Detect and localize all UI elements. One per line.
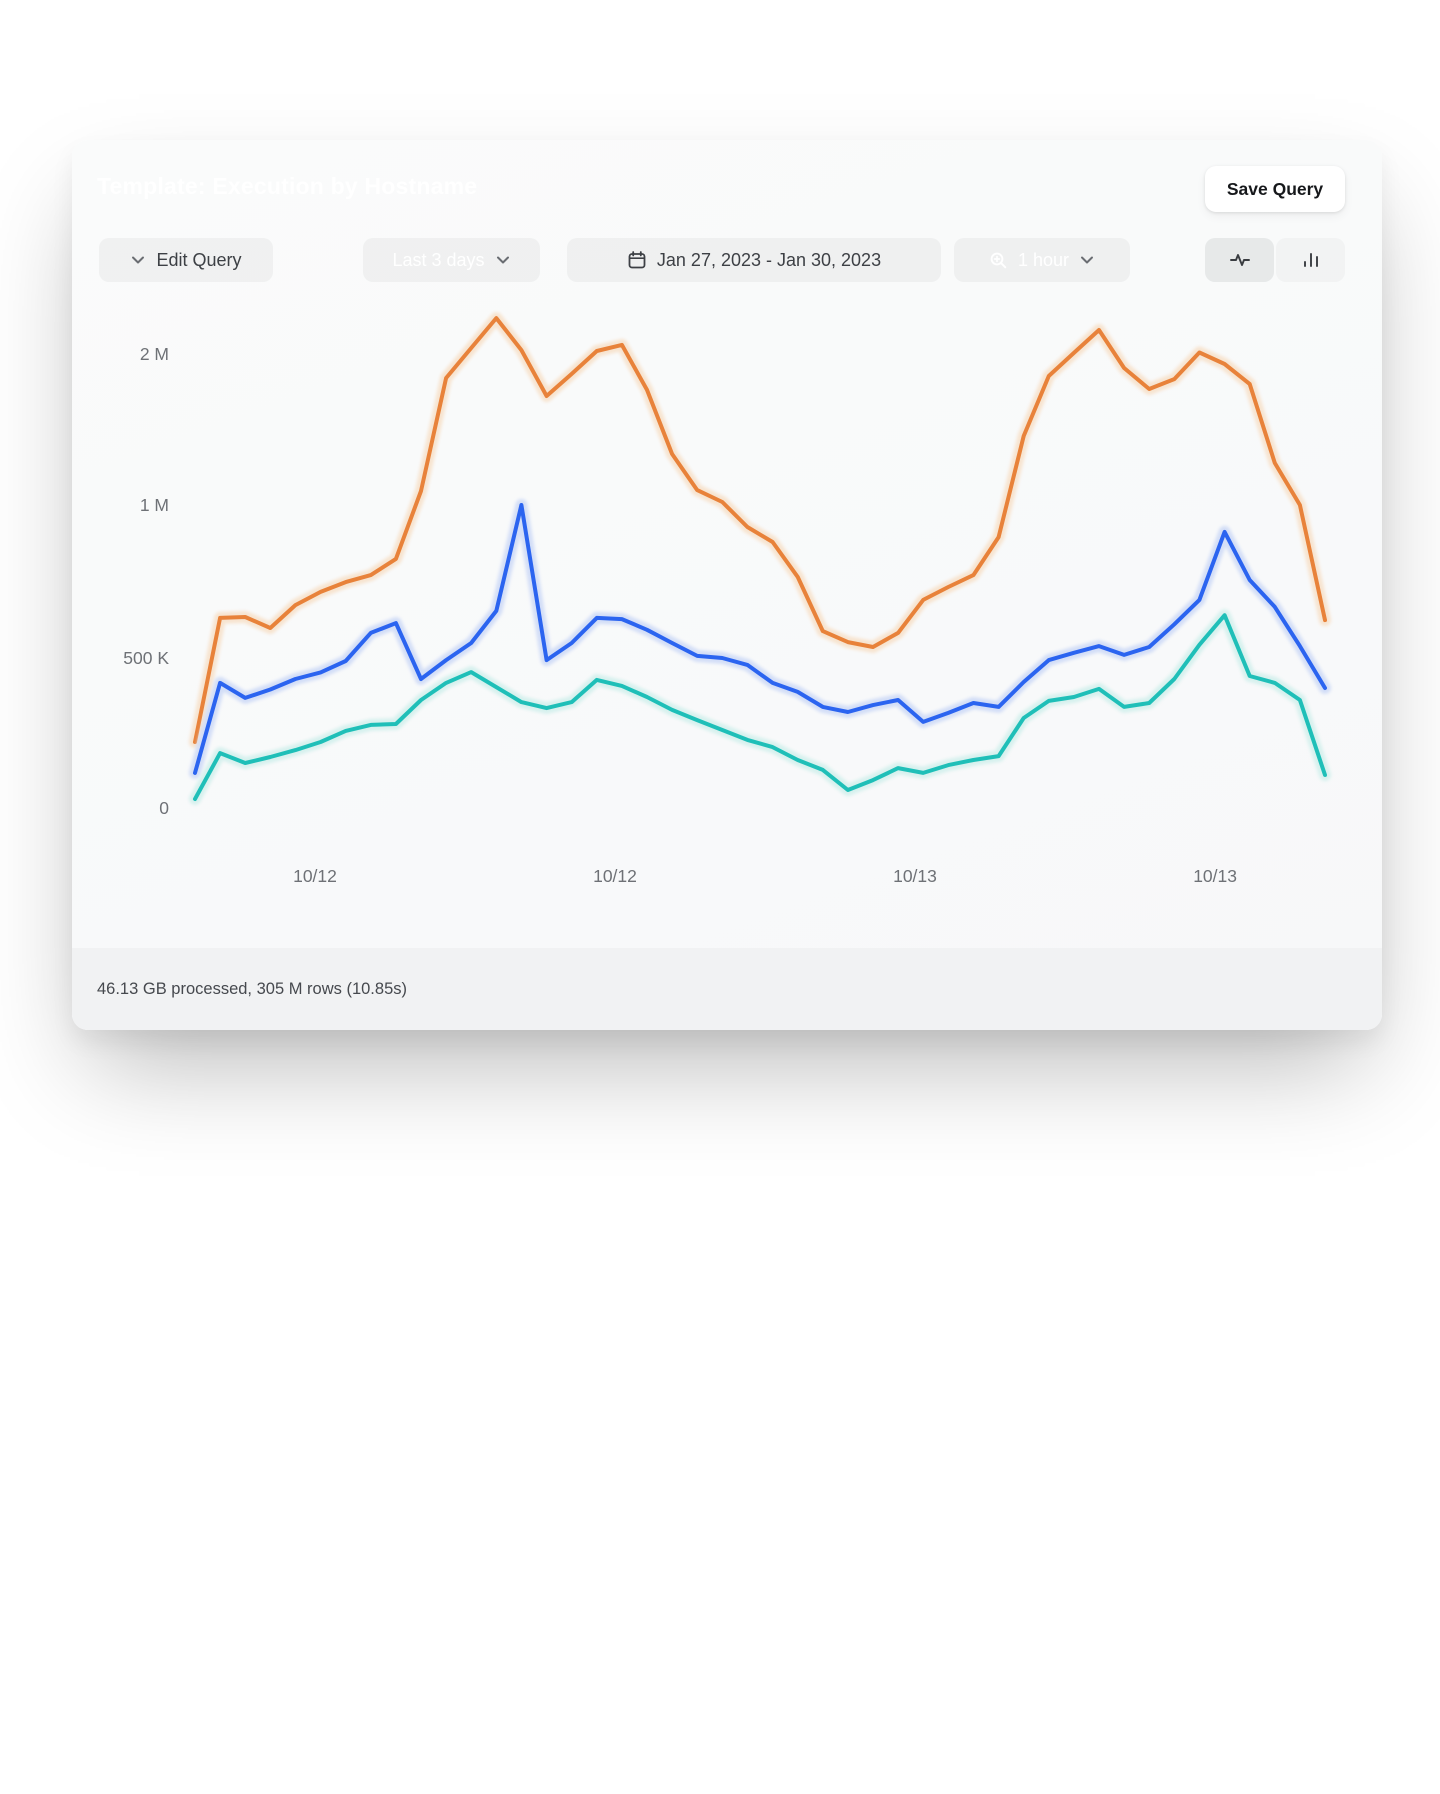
toolbar: Edit Query Last 3 days Jan 27, 2023 - Ja… [72,238,1382,282]
svg-text:10/12: 10/12 [593,866,637,886]
svg-text:500 K: 500 K [123,648,169,668]
page-title: Template: Execution by Hostname [97,173,478,199]
interval-label: 1 hour [1017,249,1070,270]
query-stats-bar: 46.13 GB processed, 305 M rows (10.85s) [72,948,1382,1030]
time-range-dropdown[interactable]: Last 3 days [363,238,540,282]
svg-text:10/13: 10/13 [893,866,937,886]
bar-view-button[interactable] [1276,238,1345,282]
chevron-down-icon [496,256,509,264]
zoom-in-icon [990,252,1007,268]
bar-chart-icon [1303,253,1318,267]
svg-text:2 M: 2 M [140,344,169,364]
svg-text:1 M: 1 M [140,495,169,515]
save-query-button[interactable]: Save Query [1205,166,1345,212]
date-range-picker[interactable]: Jan 27, 2023 - Jan 30, 2023 [567,238,941,282]
chevron-down-icon [132,256,145,264]
svg-text:10/13: 10/13 [1193,866,1237,886]
interval-dropdown[interactable]: 1 hour [954,238,1130,282]
query-stats-text: 46.13 GB processed, 305 M rows (10.85s) [97,979,407,998]
activity-icon [1229,254,1250,266]
edit-query-button[interactable]: Edit Query [99,238,273,282]
line-view-button[interactable] [1205,238,1274,282]
edit-query-label: Edit Query [156,249,242,270]
svg-text:0: 0 [159,798,169,818]
time-range-label: Last 3 days [392,249,485,270]
chevron-down-icon [1081,256,1094,264]
calendar-icon [628,251,646,269]
svg-text:10/12: 10/12 [293,866,337,886]
date-range-label: Jan 27, 2023 - Jan 30, 2023 [656,249,882,270]
query-card: Template: Execution by Hostname Save Que… [72,140,1382,1030]
